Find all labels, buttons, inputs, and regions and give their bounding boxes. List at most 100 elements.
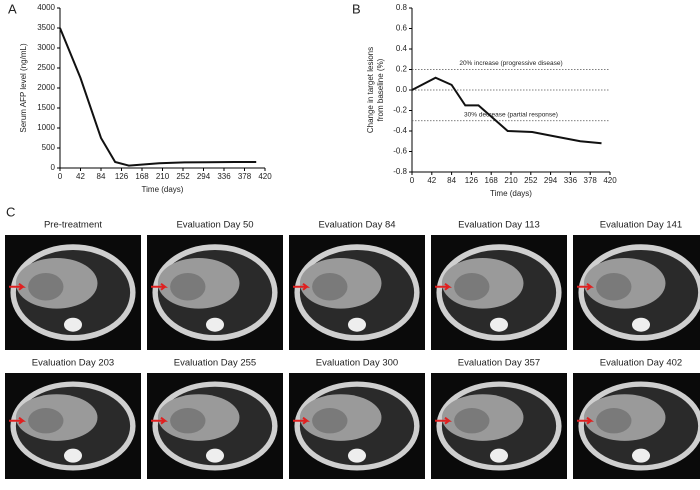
x-tick-label: 336 bbox=[217, 172, 231, 181]
x-axis-label: Time (days) bbox=[490, 189, 532, 198]
spine bbox=[348, 317, 366, 332]
spine bbox=[632, 448, 650, 463]
spine bbox=[348, 448, 366, 463]
spine bbox=[206, 448, 224, 463]
spine bbox=[64, 317, 82, 332]
x-tick-label: 210 bbox=[156, 172, 170, 181]
ct-image bbox=[573, 235, 700, 350]
y-tick-label: 4000 bbox=[37, 3, 55, 12]
x-tick-label: 252 bbox=[176, 172, 190, 181]
ct-image bbox=[147, 373, 283, 479]
red-arrow bbox=[9, 416, 26, 425]
x-tick-label: 378 bbox=[238, 172, 252, 181]
image-label: Evaluation Day 203 bbox=[32, 358, 114, 369]
image-label: Evaluation Day 300 bbox=[316, 358, 398, 369]
y-tick-label: 0.8 bbox=[396, 3, 408, 12]
x-tick-label: 378 bbox=[584, 176, 598, 185]
y-tick-label: -0.8 bbox=[393, 167, 407, 176]
ct-image bbox=[289, 235, 425, 350]
ct-image bbox=[431, 373, 567, 479]
red-arrow bbox=[435, 416, 452, 425]
ct-image bbox=[289, 373, 425, 479]
red-arrow bbox=[293, 282, 310, 291]
y-tick-label: 2000 bbox=[37, 83, 55, 92]
y-tick-label: 0 bbox=[51, 163, 56, 172]
spine bbox=[64, 448, 82, 463]
data-line bbox=[411, 76, 602, 145]
lesion bbox=[312, 272, 348, 301]
ct-image bbox=[573, 373, 700, 479]
y-tick-label: -0.2 bbox=[393, 106, 407, 115]
image-label: Evaluation Day 50 bbox=[176, 220, 253, 231]
lesion bbox=[170, 272, 206, 301]
spine bbox=[206, 317, 224, 332]
reference-label: 30% decrease (partial response) bbox=[464, 111, 558, 118]
x-tick-label: 252 bbox=[524, 176, 538, 185]
x-tick-label: 336 bbox=[564, 176, 578, 185]
lesion bbox=[28, 407, 64, 434]
red-arrow bbox=[577, 282, 594, 291]
lesion bbox=[454, 407, 490, 434]
image-label: Evaluation Day 357 bbox=[458, 358, 540, 369]
x-tick-label: 168 bbox=[135, 172, 149, 181]
ct-image bbox=[5, 235, 141, 350]
image-label: Evaluation Day 255 bbox=[174, 358, 256, 369]
y-tick-label: -0.6 bbox=[393, 147, 407, 156]
spine bbox=[490, 448, 508, 463]
x-tick-label: 126 bbox=[465, 176, 479, 185]
panel-label: B bbox=[352, 1, 361, 16]
lesion bbox=[170, 407, 206, 434]
x-tick-label: 0 bbox=[58, 172, 63, 181]
x-tick-label: 84 bbox=[447, 176, 456, 185]
lesion bbox=[454, 272, 490, 301]
y-axis-label: Serum AFP level (ng/mL) bbox=[19, 43, 28, 133]
red-arrow bbox=[151, 416, 168, 425]
y-tick-label: 0.0 bbox=[396, 85, 408, 94]
ct-image bbox=[147, 235, 283, 350]
x-axis-label: Time (days) bbox=[142, 185, 184, 194]
panel-label: C bbox=[6, 204, 15, 219]
y-tick-label: 0.6 bbox=[396, 24, 408, 33]
red-arrow bbox=[293, 416, 310, 425]
y-tick-label: 3500 bbox=[37, 23, 55, 32]
x-tick-label: 42 bbox=[76, 172, 85, 181]
image-label: Evaluation Day 113 bbox=[458, 220, 540, 231]
x-tick-label: 84 bbox=[97, 172, 106, 181]
panel-label: A bbox=[8, 1, 17, 16]
y-tick-label: 0.2 bbox=[396, 65, 408, 74]
ct-image bbox=[5, 373, 141, 479]
red-arrow bbox=[435, 282, 452, 291]
image-label: Evaluation Day 84 bbox=[318, 220, 395, 231]
data-line bbox=[59, 27, 257, 167]
x-tick-label: 420 bbox=[258, 172, 272, 181]
y-tick-label: 1500 bbox=[37, 103, 55, 112]
y-tick-label: 500 bbox=[42, 143, 56, 152]
x-tick-label: 126 bbox=[115, 172, 129, 181]
reference-label: 20% increase (progressive disease) bbox=[459, 60, 562, 67]
ct-image bbox=[431, 235, 567, 350]
x-tick-label: 210 bbox=[504, 176, 518, 185]
red-arrow bbox=[9, 282, 26, 291]
y-axis-label: from baseline (%) bbox=[376, 58, 385, 121]
lesion bbox=[596, 272, 632, 301]
red-arrow bbox=[577, 416, 594, 425]
y-tick-label: 1000 bbox=[37, 123, 55, 132]
y-tick-label: 0.4 bbox=[396, 44, 408, 53]
y-tick-label: 2500 bbox=[37, 63, 55, 72]
x-tick-label: 294 bbox=[197, 172, 211, 181]
lesion bbox=[312, 407, 348, 434]
x-tick-label: 168 bbox=[485, 176, 499, 185]
image-label: Evaluation Day 141 bbox=[600, 220, 682, 231]
x-tick-label: 0 bbox=[410, 176, 415, 185]
red-arrow bbox=[151, 282, 168, 291]
lesion bbox=[28, 272, 64, 301]
lesion bbox=[596, 407, 632, 434]
spine bbox=[632, 317, 650, 332]
y-axis-label: Change in target lesions bbox=[366, 47, 375, 133]
spine bbox=[490, 317, 508, 332]
x-tick-label: 42 bbox=[427, 176, 436, 185]
x-tick-label: 294 bbox=[544, 176, 558, 185]
image-label: Pre-treatment bbox=[44, 220, 102, 231]
image-label: Evaluation Day 402 bbox=[600, 358, 682, 369]
